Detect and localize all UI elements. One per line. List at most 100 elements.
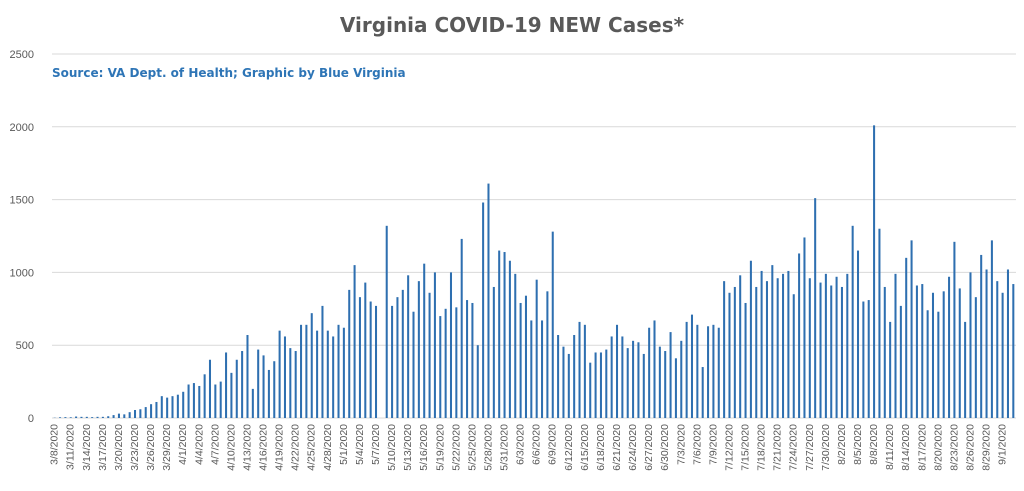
x-tick-label: 3/20/2020	[113, 424, 125, 471]
x-tick-label: 7/18/2020	[756, 424, 768, 471]
bar	[589, 362, 592, 418]
bar	[974, 297, 977, 418]
bar	[755, 286, 758, 418]
bar	[101, 416, 104, 418]
bar	[680, 340, 683, 418]
x-tick-label: 8/8/2020	[868, 424, 880, 465]
bar	[482, 202, 485, 418]
bar	[824, 273, 827, 418]
x-tick-label: 5/28/2020	[482, 424, 494, 471]
bar	[856, 250, 860, 418]
bar	[428, 292, 431, 418]
bar	[112, 415, 115, 418]
x-tick-label: 6/18/2020	[595, 424, 607, 471]
bar	[578, 321, 581, 418]
bar	[1001, 292, 1004, 418]
bar	[814, 198, 817, 418]
bar	[990, 240, 993, 418]
bar	[203, 374, 206, 418]
x-tick-label: 7/3/2020	[675, 424, 687, 465]
bar	[294, 351, 297, 418]
bar	[953, 241, 956, 418]
bar	[792, 294, 795, 418]
bar	[723, 281, 726, 418]
x-tick-label: 4/4/2020	[193, 424, 205, 465]
bar	[583, 324, 586, 418]
bar	[701, 367, 704, 418]
bar	[117, 413, 120, 418]
bar	[921, 284, 924, 418]
bar	[931, 292, 935, 418]
bar	[776, 278, 779, 418]
bar	[251, 388, 254, 418]
x-tick-label: 5/1/2020	[338, 424, 350, 465]
x-tick-label: 6/12/2020	[563, 424, 575, 471]
x-tick-label: 8/11/2020	[884, 424, 896, 470]
bar	[798, 253, 801, 418]
y-tick-label: 1500	[10, 195, 34, 207]
chart-title: Virginia COVID-19 NEW Cases*	[340, 13, 685, 37]
bar	[139, 409, 142, 418]
bar	[573, 335, 576, 418]
x-tick-label: 5/25/2020	[466, 424, 478, 471]
x-tick-label: 6/15/2020	[579, 424, 591, 471]
bar	[664, 351, 667, 418]
bar	[707, 326, 710, 418]
bar	[374, 305, 378, 418]
bar	[166, 397, 169, 418]
x-tick-label: 6/6/2020	[531, 424, 543, 465]
bar	[444, 308, 447, 418]
x-tick-label: 4/28/2020	[322, 424, 334, 471]
bar	[396, 297, 399, 418]
bar	[562, 346, 565, 418]
x-tick-label: 3/8/2020	[49, 424, 61, 465]
x-tick-label: 4/1/2020	[177, 424, 189, 465]
bar	[899, 305, 902, 418]
bar	[696, 324, 699, 418]
bar	[803, 237, 806, 418]
bar	[96, 416, 99, 418]
bar	[407, 275, 410, 418]
bar	[198, 385, 201, 418]
bar	[128, 412, 131, 418]
bar	[851, 225, 854, 418]
bar	[348, 289, 351, 418]
bar	[369, 301, 372, 418]
bar	[91, 417, 94, 418]
bar	[80, 416, 83, 418]
bar	[819, 282, 822, 418]
x-tick-label: 5/16/2020	[418, 424, 430, 471]
bar	[59, 417, 62, 418]
bar	[765, 281, 768, 418]
bar	[133, 409, 137, 418]
bar	[996, 281, 999, 418]
bar	[669, 332, 672, 418]
bar	[873, 125, 876, 418]
x-tick-label: 8/29/2020	[981, 424, 993, 471]
bar	[1006, 269, 1009, 418]
bar	[182, 391, 185, 418]
bar	[466, 300, 469, 418]
bar	[364, 282, 367, 418]
x-tick-label: 8/20/2020	[932, 424, 944, 471]
x-tick-label: 7/27/2020	[804, 424, 816, 471]
bar	[964, 321, 967, 418]
bar	[476, 345, 479, 418]
y-axis-ticks: 0 500 1000 1500 2000 2500	[10, 49, 34, 425]
bar	[894, 273, 897, 418]
x-tick-label: 8/17/2020	[916, 424, 928, 471]
x-tick-label: 5/22/2020	[450, 424, 462, 471]
bar	[530, 320, 533, 418]
bar	[353, 265, 356, 418]
bar	[401, 289, 404, 418]
bar	[782, 273, 785, 418]
bar	[273, 361, 276, 418]
bar	[808, 278, 811, 418]
bar	[332, 336, 335, 418]
x-tick-label: 7/15/2020	[740, 424, 752, 471]
x-tick-label: 6/3/2020	[515, 424, 527, 465]
bar	[412, 311, 415, 418]
bar	[749, 260, 752, 418]
bar	[321, 305, 324, 418]
